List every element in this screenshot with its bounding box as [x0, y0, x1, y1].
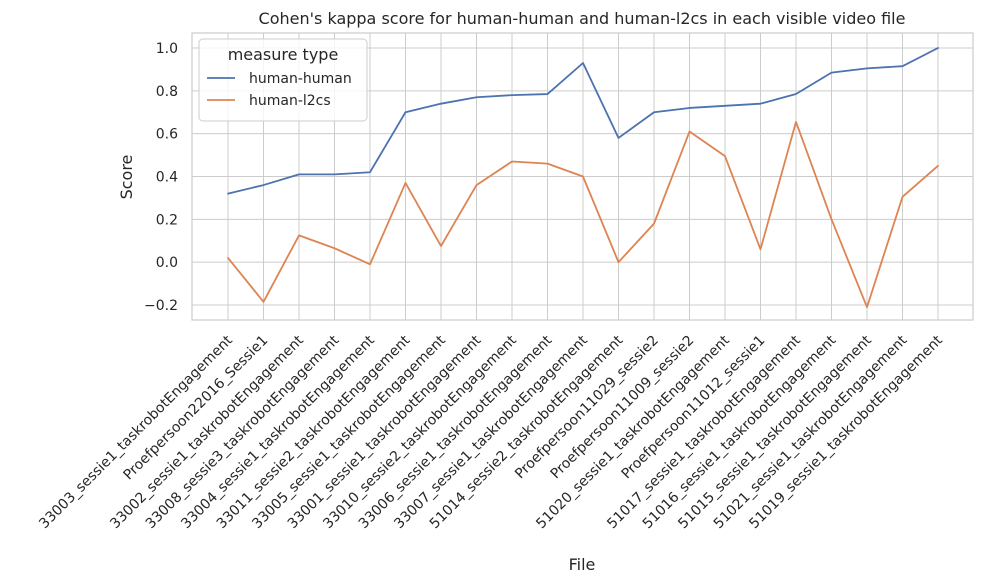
series-lines [227, 47, 939, 309]
plot-frame [191, 32, 974, 321]
legend-box [198, 38, 368, 122]
y-tick-label: 0.0 [156, 255, 178, 271]
legend-label-human-human: human-human [249, 71, 352, 87]
y-tick-labels: −0.2 0.0 0.2 0.4 0.6 0.8 1.0 [144, 41, 178, 314]
legend: measure type human-human human-l2cs [198, 38, 368, 122]
y-tick-label: 1.0 [156, 41, 178, 57]
chart-title: Cohen's kappa score for human-human and … [259, 9, 906, 28]
y-axis-label: Score [117, 155, 136, 200]
y-tick-label: 0.4 [156, 170, 178, 186]
series-line-human-human [227, 47, 939, 195]
series-line-human-l2cs [227, 120, 939, 309]
y-tick-label: 0.8 [156, 84, 178, 100]
y-tick-label: 0.2 [156, 212, 178, 228]
y-tick-label: −0.2 [144, 298, 178, 314]
legend-title: measure type [228, 45, 339, 64]
x-axis-label: File [569, 555, 596, 574]
y-tick-label: 0.6 [156, 127, 178, 143]
legend-label-human-l2cs: human-l2cs [249, 93, 331, 109]
